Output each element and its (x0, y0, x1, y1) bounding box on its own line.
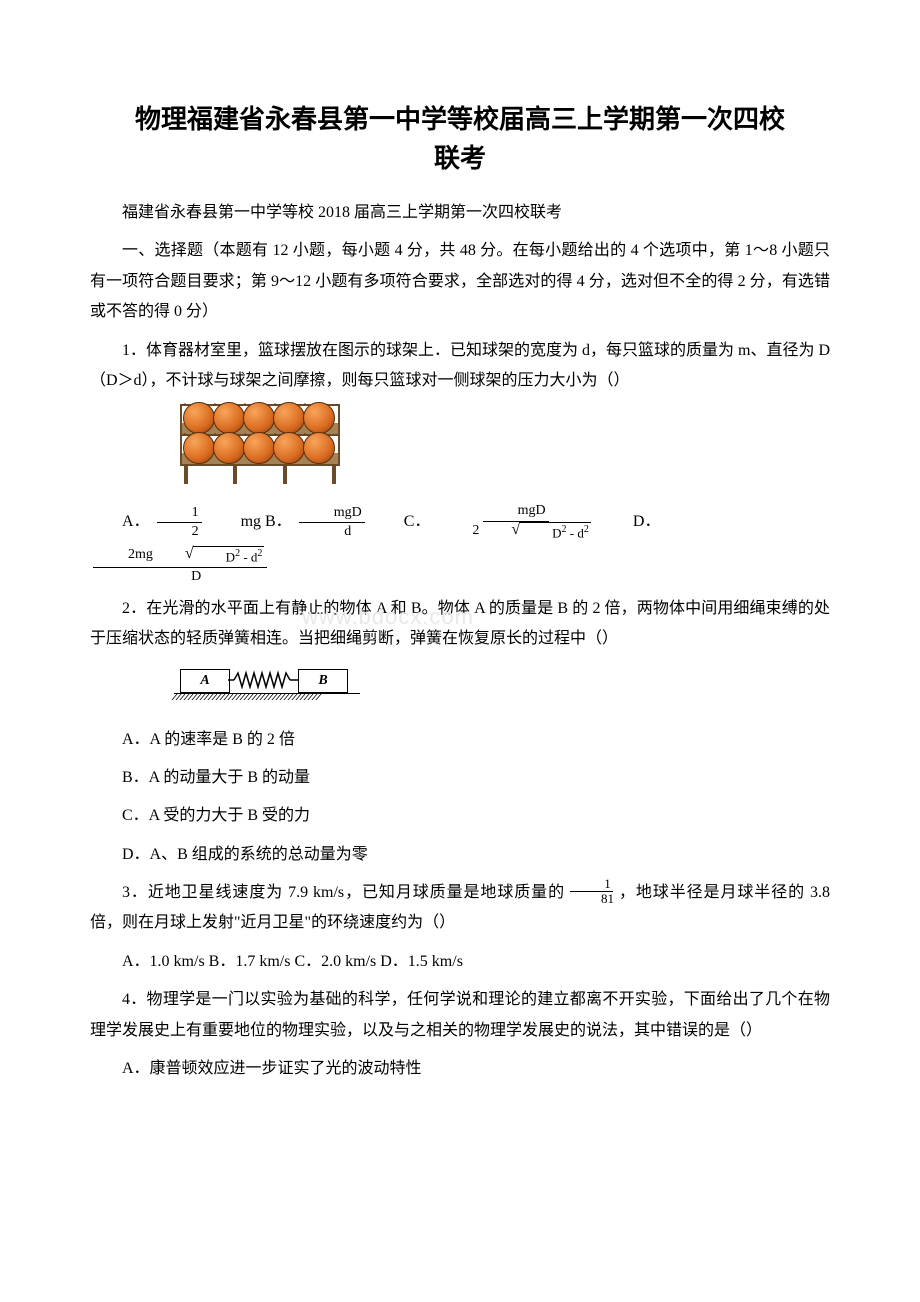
instructions: 一、选择题（本题有 12 小题，每小题 4 分，共 48 分。在每小题给出的 4… (90, 236, 830, 327)
basketball (243, 432, 275, 464)
document-title: 物理福建省永春县第一中学等校届高三上学期第一次四校 联考 (90, 100, 830, 178)
question-4-text: 4．物理学是一门以实验为基础的科学，任何学说和理论的建立都离不开实验，下面给出了… (90, 985, 830, 1046)
question-3-options: A．1.0 km/s B．1.7 km/s C．2.0 km/s D．1.5 k… (90, 947, 830, 977)
block-b-label: B (318, 673, 327, 689)
opt-a-suffix: mg B． (209, 507, 292, 537)
fraction: 181 (567, 877, 616, 907)
rack-legs (180, 466, 340, 484)
numerator: mgD (299, 504, 365, 523)
question-2-text: 2．在光滑的水平面上有静止的物体 A 和 B。物体 A 的质量是 B 的 2 倍… (90, 594, 830, 655)
ball-rack (180, 404, 340, 484)
block-b: B (298, 669, 348, 693)
numerator: 1 (157, 504, 202, 523)
sqrt: √D2 - d2 (153, 546, 265, 567)
denominator: 81 (567, 892, 616, 906)
block-a: A (180, 669, 230, 693)
question-2-option-d: D．A、B 组成的系统的总动量为零 (90, 840, 830, 870)
rack-leg (233, 466, 237, 484)
radicand: D2 - d2 (519, 522, 591, 543)
question-2-option-c: C．A 受的力大于 B 受的力 (90, 801, 830, 831)
question-1-figure (180, 404, 830, 484)
fraction: 1 2 (157, 504, 202, 541)
denominator: d (309, 523, 354, 541)
denominator: D (156, 568, 204, 586)
rack-leg (332, 466, 336, 484)
title-line-1: 物理福建省永春县第一中学等校届高三上学期第一次四校 (135, 105, 785, 134)
question-2-option-b: B．A 的动量大于 B 的动量 (90, 763, 830, 793)
question-2-figure: A B (180, 665, 360, 701)
basketball (273, 432, 305, 464)
basketball (183, 432, 215, 464)
question-1-text: 1．体育器材室里，篮球摆放在图示的球架上．已知球架的宽度为 d，每只篮球的质量为… (90, 336, 830, 397)
basketball (303, 432, 335, 464)
ground-hatch (174, 694, 360, 700)
denominator: 2√D2 - d2 (437, 522, 594, 543)
basketball (183, 402, 215, 434)
radicand: D2 - d2 (193, 546, 265, 567)
basketball (303, 402, 335, 434)
radical-icon: √ (153, 546, 194, 562)
opt-a-prefix: A． (90, 507, 150, 537)
question-1-options: A． 1 2 mg B． mgD d C． mgD 2√D2 - d2 D． 2… (90, 502, 830, 585)
question-4-option-a: A．康普顿效应进一步证实了光的波动特性 (90, 1054, 830, 1084)
document-page: 物理福建省永春县第一中学等校届高三上学期第一次四校 联考 福建省永春县第一中学等… (0, 0, 920, 1152)
subtitle: 福建省永春县第一中学等校 2018 届高三上学期第一次四校联考 (90, 198, 830, 228)
sqrt: √D2 - d2 (479, 522, 591, 543)
fraction: mgD d (299, 504, 365, 541)
question-2-option-a: A．A 的速率是 B 的 2 倍 (90, 725, 830, 755)
q3-prefix: 3．近地卫星线速度为 7.9 km/s，已知月球质量是地球质量的 (122, 884, 565, 901)
basketball (273, 402, 305, 434)
opt-c-suffix: D． (601, 507, 661, 537)
denominator: 2 (157, 523, 202, 541)
fraction: 2mg√D2 - d2 D (93, 546, 267, 586)
numerator: 2mg√D2 - d2 (93, 546, 267, 568)
numerator: 1 (570, 877, 613, 892)
basketball (213, 402, 245, 434)
radical-icon: √ (479, 522, 520, 538)
rack-leg (184, 466, 188, 484)
rack-row-bottom (180, 436, 340, 466)
title-line-2: 联考 (434, 144, 486, 173)
ground (174, 693, 360, 701)
basketball (243, 402, 275, 434)
fraction: mgD 2√D2 - d2 (437, 502, 594, 542)
opt-b-suffix: C． (372, 507, 431, 537)
block-a-label: A (200, 673, 209, 689)
question-3-text: 3．近地卫星线速度为 7.9 km/s，已知月球质量是地球质量的181，地球半径… (90, 878, 830, 939)
numerator: mgD (483, 502, 549, 521)
spring-icon (228, 669, 298, 691)
rack-leg (283, 466, 287, 484)
basketball (213, 432, 245, 464)
